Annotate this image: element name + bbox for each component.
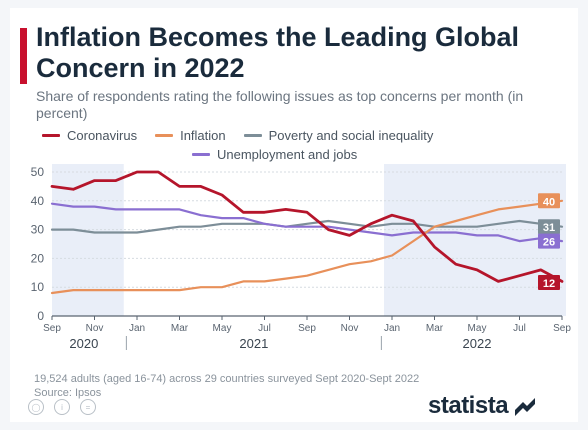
legend-swatch-inflation [155, 134, 174, 137]
legend-label-inflation: Inflation [180, 128, 226, 143]
x-tick-label-10: May [468, 323, 487, 334]
end-label-bg-1 [538, 193, 560, 209]
source-note: Source: Ipsos [34, 387, 102, 399]
legend-swatch-poverty [243, 134, 262, 137]
cc-icon[interactable]: ◯ [28, 399, 44, 415]
end-label-bg-0 [538, 274, 560, 290]
x-tick-label-11: Jul [513, 323, 526, 334]
legend-label-coronavirus: Coronavirus [67, 128, 138, 143]
x-tick-label-7: Nov [341, 323, 359, 334]
end-label-bg-2 [538, 219, 560, 235]
year-label-2020: 2020 [69, 336, 98, 351]
x-tick-label-2: Jan [129, 323, 145, 334]
title-accent-bar [20, 28, 27, 84]
legend-label-unemployment: Unemployment and jobs [217, 147, 358, 162]
y-tick-label-20: 20 [31, 251, 45, 265]
y-tick-label-30: 30 [31, 223, 45, 237]
x-tick-label-5: Jul [258, 323, 271, 334]
end-label-0: 12 [543, 278, 555, 290]
chart-subtitle: Share of respondents rating the followin… [36, 88, 524, 121]
year-label-2022: 2022 [463, 336, 492, 351]
y-tick-label-10: 10 [31, 280, 45, 294]
x-tick-label-3: Mar [171, 323, 189, 334]
legend-item-poverty: Poverty and social inequality [243, 128, 434, 143]
legend-item-coronavirus: Coronavirus [42, 128, 137, 143]
chart-footnote: 19,524 adults (aged 16-74) across 29 cou… [34, 372, 574, 400]
end-label-bg-3 [538, 233, 560, 249]
statista-wordmark: statista [428, 392, 509, 419]
legend-swatch-unemployment [192, 153, 210, 156]
x-tick-label-6: Sep [298, 323, 316, 334]
y-tick-label-40: 40 [31, 194, 45, 208]
x-tick-label-4: May [213, 323, 232, 334]
legend-item-inflation: Inflation [155, 128, 226, 143]
chart-title: Inflation Becomes the Leading Global Con… [36, 22, 520, 83]
legend-row-first: Coronavirus Inflation Poverty and social… [42, 126, 562, 145]
x-tick-label-8: Jan [384, 323, 400, 334]
legend-label-poverty: Poverty and social inequality [268, 128, 434, 143]
x-tick-label-12: Sep [553, 323, 571, 334]
legend-item-unemployment: Unemployment and jobs [192, 147, 357, 162]
share-icons: ◯ i = [28, 399, 106, 415]
statista-logo[interactable]: statista [428, 392, 537, 420]
end-label-3: 26 [543, 237, 555, 249]
year-label-2021: 2021 [239, 336, 268, 351]
end-label-1: 40 [543, 196, 555, 208]
x-tick-label-0: Sep [43, 323, 61, 334]
statista-mark-icon [515, 398, 536, 416]
x-tick-label-1: Nov [86, 323, 104, 334]
info-icon[interactable]: i [54, 399, 70, 415]
legend-swatch-coronavirus [42, 134, 60, 137]
end-label-2: 31 [543, 222, 555, 234]
chart-legend: Coronavirus Inflation Poverty and social… [42, 126, 562, 164]
equals-icon[interactable]: = [80, 399, 96, 415]
y-tick-label-50: 50 [31, 165, 45, 179]
x-tick-label-9: Mar [426, 323, 444, 334]
y-tick-label-0: 0 [37, 309, 44, 323]
survey-note: 19,524 adults (aged 16-74) across 29 cou… [34, 373, 420, 385]
legend-row-second: Unemployment and jobs [42, 145, 562, 164]
